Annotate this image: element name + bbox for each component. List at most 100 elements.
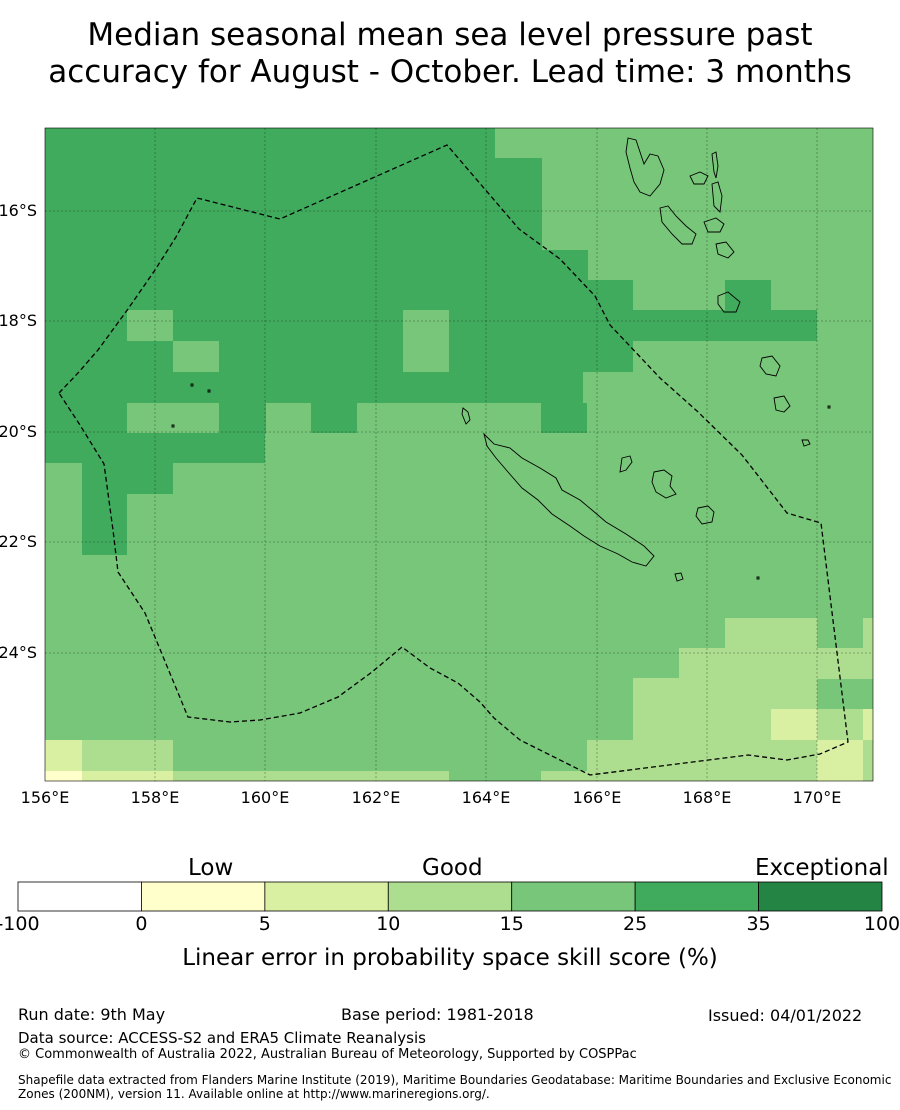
loyalty-island-mare	[695, 505, 715, 525]
skill-cell	[82, 771, 173, 781]
skill-cell	[863, 709, 873, 740]
latitude-label: 16°S	[0, 201, 37, 220]
skill-cell	[633, 310, 817, 341]
skill-cell	[817, 709, 863, 740]
skill-cell	[863, 618, 873, 648]
colorbar-segment	[264, 881, 389, 912]
vanuatu-maewo	[711, 151, 719, 179]
skill-cell	[633, 678, 817, 709]
skill-cell	[449, 310, 633, 341]
skill-cell	[541, 403, 587, 433]
skill-cell	[82, 494, 127, 555]
skill-cell	[817, 648, 873, 679]
skill-cell	[541, 771, 587, 781]
skill-cell	[771, 709, 817, 740]
longitude-label: 170°E	[792, 788, 842, 807]
longitude-label: 162°E	[351, 788, 401, 807]
vanuatu-north-island	[689, 171, 709, 185]
map-area	[45, 128, 873, 781]
colorbar-segment	[634, 881, 759, 912]
data-source: Data source: ACCESS-S2 and ERA5 Climate …	[18, 1029, 426, 1047]
skill-cell	[725, 618, 817, 648]
skill-cell	[45, 771, 82, 781]
skill-cell	[45, 403, 127, 433]
longitude-label: 158°E	[130, 788, 180, 807]
map-frame	[44, 127, 874, 782]
small-islet-4	[756, 576, 760, 580]
vanuatu-espiritu-santo	[625, 137, 665, 197]
skill-cell	[45, 341, 173, 372]
new-caledonia-coast	[483, 432, 655, 567]
map-title-line-2: accuracy for August - October. Lead time…	[48, 54, 852, 90]
base-period: Base period: 1981-2018	[341, 1005, 534, 1024]
skill-cell	[725, 280, 771, 310]
longitude-label: 166°E	[572, 788, 622, 807]
colorbar-label: Linear error in probability space skill …	[182, 945, 718, 971]
vanuatu-tanna	[759, 355, 781, 377]
copyright: © Commonwealth of Australia 2022, Austra…	[18, 1047, 637, 1062]
shapefile-credit-line-2: Zones (200NM), version 11. Available onl…	[18, 1087, 490, 1101]
skill-cell	[45, 128, 495, 158]
skill-cell	[45, 280, 633, 310]
longitude-label: 168°E	[682, 788, 732, 807]
colorbar-tick-label: 0	[135, 913, 148, 935]
loyalty-island-ouvea	[619, 455, 633, 473]
colorbar-tick-label: 5	[258, 913, 271, 935]
vanuatu-erromango	[717, 291, 741, 313]
latitude-label: 20°S	[0, 422, 37, 441]
longitude-label: 160°E	[240, 788, 290, 807]
shapefile-credit-line-1: Shapefile data extracted from Flanders M…	[18, 1073, 892, 1087]
skill-cell	[219, 403, 266, 433]
skill-cell	[449, 341, 633, 372]
colorbar	[17, 881, 883, 912]
skill-cell	[45, 372, 583, 403]
colorbar-tick-label: 15	[499, 913, 524, 935]
colorbar-segment	[17, 881, 142, 912]
graticule	[45, 128, 873, 781]
colorbar-tick-label: 25	[623, 913, 648, 935]
belep-islands	[461, 407, 471, 425]
skill-cell	[311, 403, 357, 433]
issued-date: Issued: 04/01/2022	[708, 1006, 863, 1025]
skill-cell	[82, 463, 173, 494]
skill-cell	[679, 648, 817, 678]
eez-boundary	[58, 144, 849, 776]
colorbar-tick-label: -100	[0, 913, 40, 935]
skill-cell	[219, 341, 403, 372]
colorbar-segment	[141, 881, 266, 912]
map-title-line-1: Median seasonal mean sea level pressure …	[87, 17, 813, 53]
skill-cells	[45, 128, 873, 781]
colorbar-tick-label: 100	[863, 913, 900, 935]
skill-cell	[173, 771, 449, 781]
coastlines	[171, 137, 831, 582]
matthew-hunter-island	[801, 439, 811, 447]
vanuatu-efate	[715, 241, 735, 259]
small-islet-2	[207, 389, 211, 393]
loyalty-island-lifou	[651, 469, 677, 499]
colorbar-category-exceptional: Exceptional	[755, 855, 889, 881]
isle-of-pines	[674, 572, 684, 582]
colorbar-tick-label: 10	[376, 913, 401, 935]
colorbar-segment	[511, 881, 636, 912]
skill-cell	[45, 740, 82, 771]
skill-cell	[817, 740, 863, 781]
colorbar-category-good: Good	[422, 855, 483, 881]
colorbar-category-low: Low	[188, 855, 234, 881]
skill-cell	[173, 310, 403, 341]
skill-cell	[45, 158, 542, 250]
vanuatu-aneityum	[773, 395, 791, 413]
small-islet-3	[171, 424, 175, 428]
skill-cell	[633, 709, 771, 740]
skill-cell	[45, 250, 588, 280]
skill-cell	[45, 310, 127, 341]
colorbar-segment	[387, 881, 513, 912]
vanuatu-pentecost	[711, 181, 723, 213]
longitude-label: 156°E	[20, 788, 70, 807]
colorbar-segment	[758, 881, 883, 912]
small-islet-1	[190, 383, 194, 387]
longitude-label: 164°E	[461, 788, 511, 807]
small-islet-5	[827, 405, 831, 409]
latitude-label: 18°S	[0, 311, 37, 330]
latitude-label: 24°S	[0, 643, 37, 662]
